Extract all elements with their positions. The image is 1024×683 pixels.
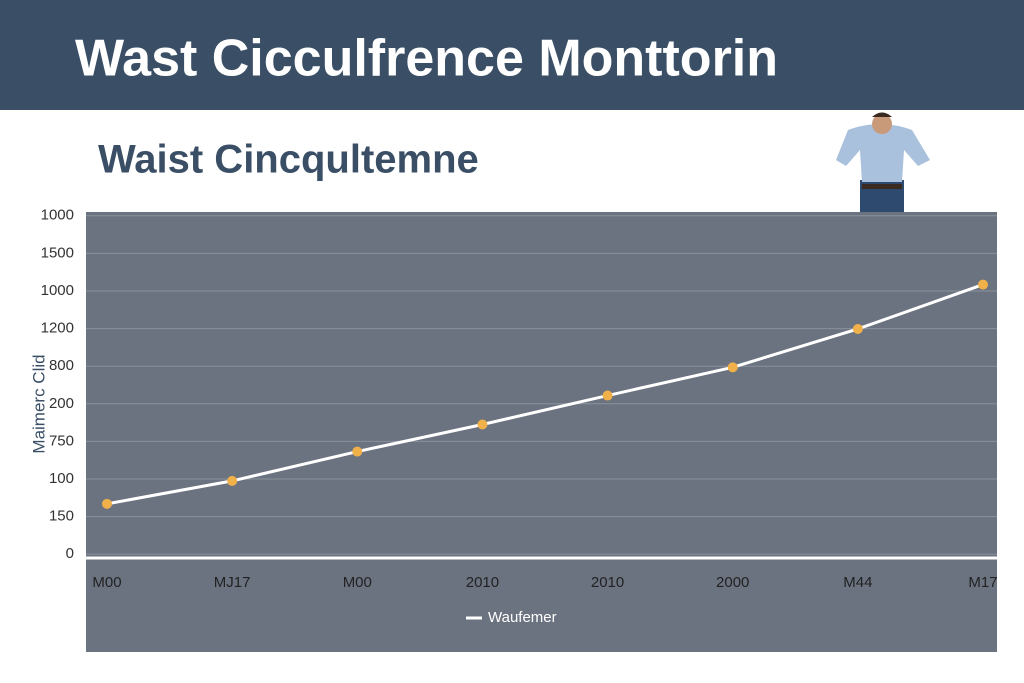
y-tick-label: 1200 (41, 320, 74, 337)
data-point (102, 498, 112, 509)
data-line (106, 283, 984, 506)
x-tick-label: M17 (968, 574, 997, 591)
data-point (852, 323, 863, 334)
legend-label: Waufemer (488, 609, 557, 626)
data-point (727, 362, 738, 373)
x-tick-label: M44 (843, 574, 872, 591)
data-point (978, 279, 988, 290)
y-tick-label: 1000 (41, 207, 74, 224)
y-tick-label: 0 (66, 545, 74, 562)
y-axis-label: Maimerc Clid (29, 354, 48, 453)
y-tick-label: 100 (49, 470, 74, 487)
data-point (602, 390, 613, 401)
y-tick-label: 1000 (41, 282, 74, 299)
y-tick-label: 1500 (41, 244, 74, 261)
y-tick-label: 800 (49, 357, 74, 374)
person-illustration (836, 112, 930, 212)
header-bar (0, 0, 1024, 110)
data-point (352, 446, 363, 457)
x-tick-label: 2010 (591, 574, 624, 591)
x-tick-label: 2000 (716, 574, 749, 591)
x-tick-label: 2010 (466, 574, 499, 591)
y-tick-label: 750 (49, 432, 74, 449)
chart-title: Waist Cincqultemne (98, 138, 479, 182)
data-point (477, 419, 488, 430)
x-tick-label: M00 (343, 574, 372, 591)
x-tick-label: M00 (92, 574, 121, 591)
header-title: Wast Cicculfrence Monttorin (75, 30, 778, 88)
data-point (227, 475, 238, 486)
plot-area (86, 212, 997, 652)
y-tick-label: 150 (49, 508, 74, 525)
y-tick-label: 200 (49, 395, 74, 412)
x-tick-label: MJ17 (214, 574, 251, 591)
